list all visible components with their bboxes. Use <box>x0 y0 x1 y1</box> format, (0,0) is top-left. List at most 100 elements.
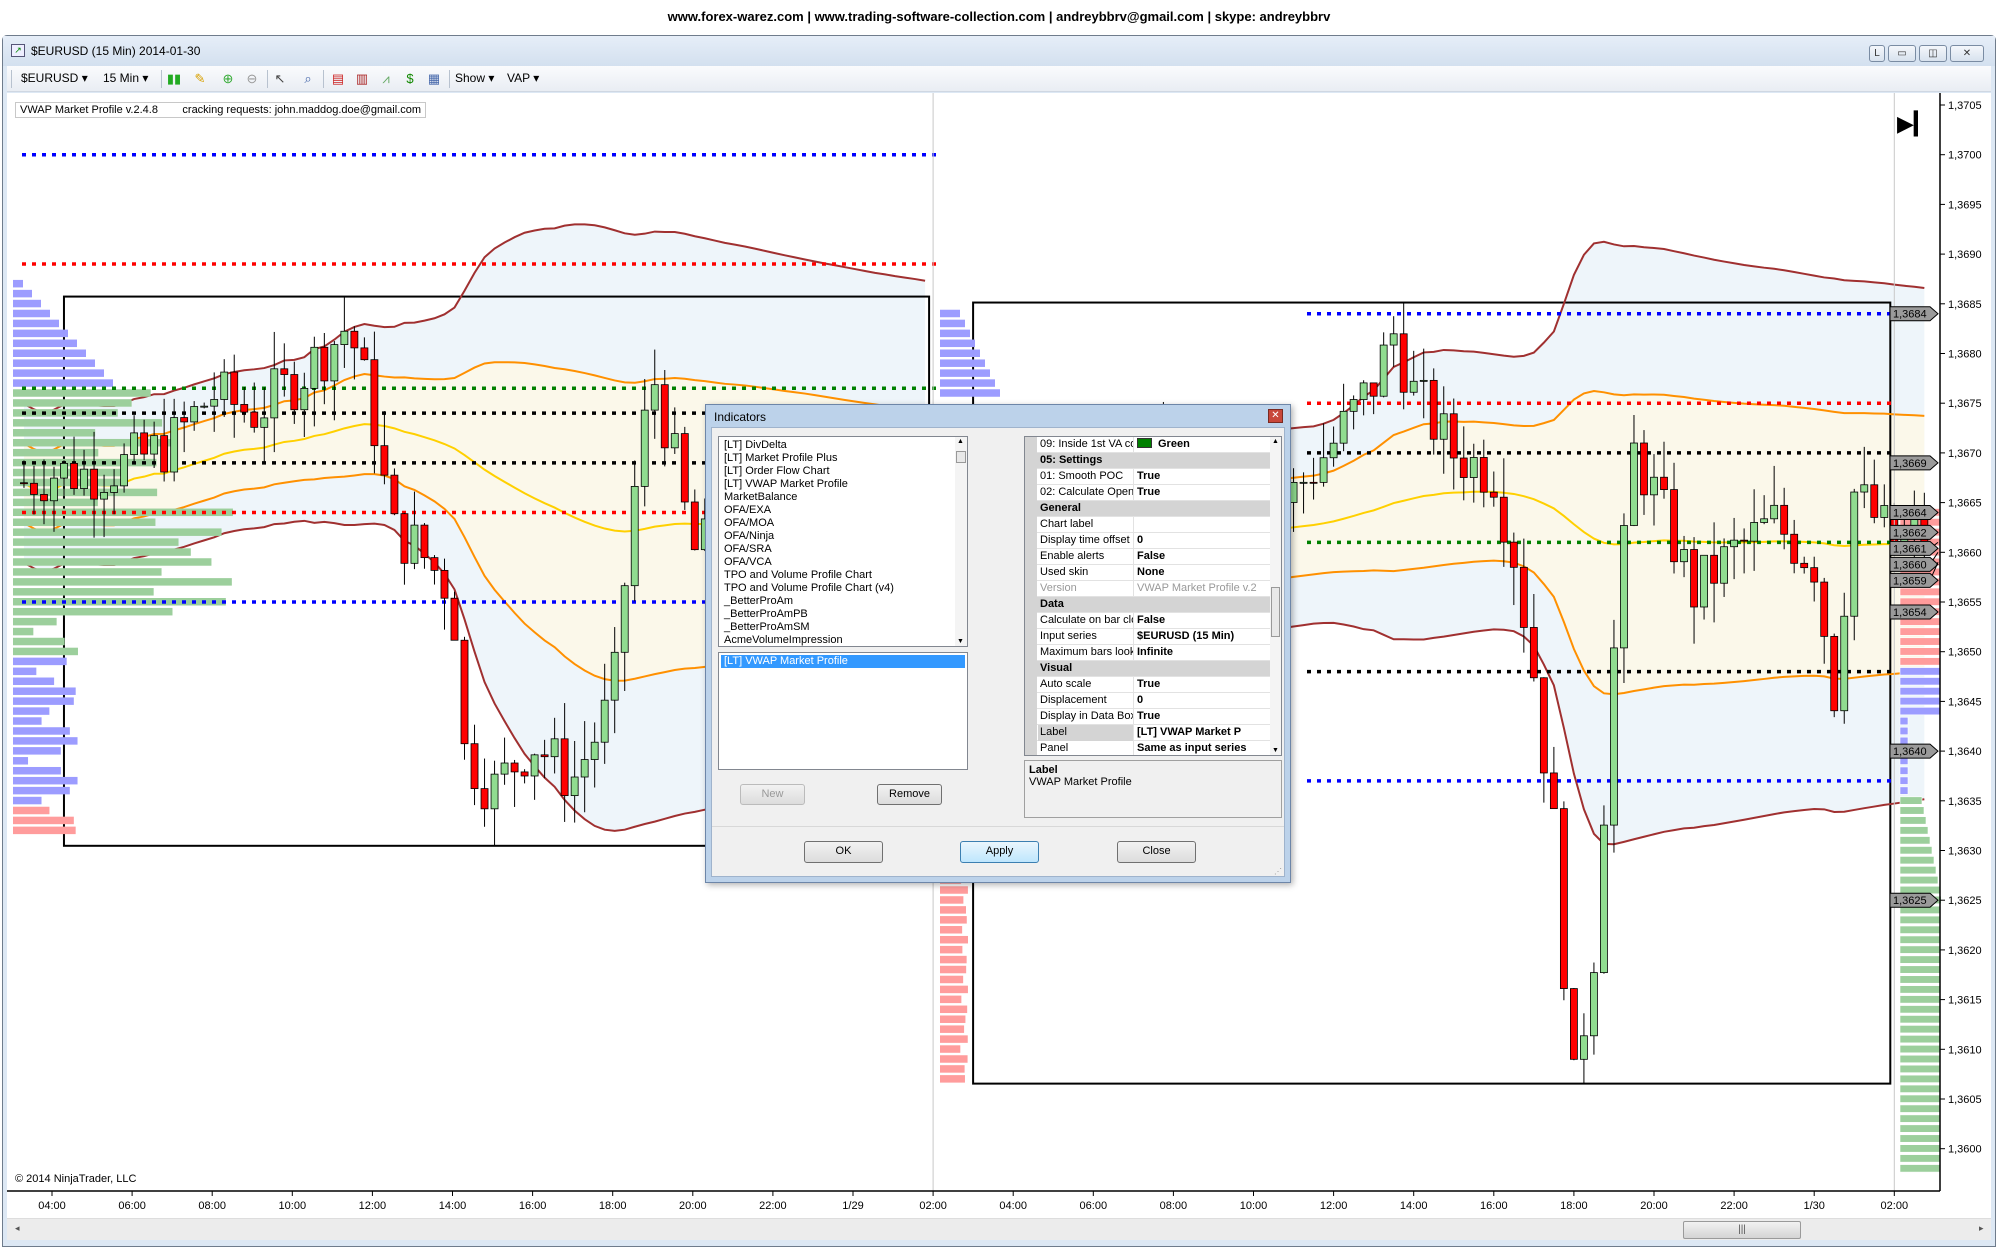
property-row[interactable]: 09: Inside 1st VA col Green <box>1025 437 1271 453</box>
indicator-list-item[interactable]: _BetterProAmSM <box>724 621 810 633</box>
property-value[interactable]: True <box>1135 485 1270 500</box>
property-value[interactable]: 0 <box>1135 533 1270 548</box>
property-row[interactable]: Maximum bars look backInfinite <box>1025 645 1271 661</box>
property-row[interactable]: Auto scale True <box>1025 677 1271 693</box>
property-value[interactable]: Green <box>1135 437 1270 452</box>
indicator-list-item[interactable]: AcmeVolumeImpression <box>724 634 843 646</box>
pencil-draw-icon[interactable]: ✎ <box>194 71 206 86</box>
property-row[interactable]: Panel Same as input series <box>1025 741 1271 755</box>
property-value[interactable]: VWAP Market Profile v.2 <box>1135 581 1270 596</box>
property-value[interactable]: False <box>1135 613 1270 628</box>
restore-button[interactable]: ◫ <box>1919 45 1947 62</box>
chart-properties-icon[interactable]: ⩘ <box>382 71 390 86</box>
magnifier-icon[interactable]: ⌕ <box>304 71 312 86</box>
property-row[interactable]: Calculate on bar closeFalse <box>1025 613 1271 629</box>
property-value[interactable]: Same as input series <box>1135 741 1270 755</box>
new-button[interactable]: New <box>740 784 805 805</box>
horizontal-scrollbar[interactable]: ◂ ||| ▸ <box>7 1218 1991 1240</box>
indicator-list-item[interactable]: TPO and Volume Profile Chart (v4) <box>724 582 894 594</box>
candle-down <box>460 639 469 745</box>
lock-button[interactable]: L <box>1869 45 1885 62</box>
indicators-icon[interactable]: ▥ <box>355 71 369 86</box>
indicator-list-item[interactable]: OFA/Ninja <box>724 530 775 542</box>
property-row[interactable]: Label [LT] VWAP Market P <box>1025 725 1271 741</box>
applied-indicators-list[interactable]: [LT] VWAP Market Profile <box>718 652 968 770</box>
list-scrollbar[interactable]: ▲ ▼ <box>955 437 967 646</box>
indicator-list-item[interactable]: [LT] Order Flow Chart <box>724 465 830 477</box>
applied-indicator-item[interactable]: [LT] VWAP Market Profile <box>721 655 965 668</box>
indicator-list-item[interactable]: [LT] VWAP Market Profile <box>724 478 848 490</box>
indicator-list-item[interactable]: OFA/SRA <box>724 543 772 555</box>
strategies-icon[interactable]: ▤ <box>331 71 345 86</box>
property-value[interactable]: True <box>1135 469 1270 484</box>
scroll-to-end-icon[interactable]: ▶▎ <box>1897 111 1931 136</box>
minimize-button[interactable]: ▭ <box>1888 45 1916 62</box>
scrollbar-thumb[interactable]: ||| <box>1683 1221 1801 1239</box>
scroll-down-icon[interactable]: ▼ <box>957 638 964 645</box>
property-value[interactable]: [LT] VWAP Market P <box>1135 725 1270 740</box>
indicator-list-item[interactable]: [LT] DivDelta <box>724 439 787 451</box>
scroll-up-icon[interactable]: ▲ <box>1272 438 1279 445</box>
indicator-list-item[interactable]: OFA/VCA <box>724 556 772 568</box>
remove-button[interactable]: Remove <box>877 784 942 805</box>
available-indicators-list[interactable]: ▲ ▼ [LT] DivDelta [LT] Market Profile Plu… <box>718 436 968 647</box>
time-tick-label: 16:00 <box>1480 1200 1508 1212</box>
indicator-list-item[interactable]: OFA/MOA <box>724 517 775 529</box>
close-button[interactable]: Close <box>1117 841 1196 863</box>
scroll-down-icon[interactable]: ▼ <box>1272 747 1279 754</box>
indicator-list-item[interactable]: [LT] Market Profile Plus <box>724 452 838 464</box>
apply-button[interactable]: Apply <box>960 841 1039 863</box>
property-grid-scrollbar[interactable]: ▲ ▼ <box>1270 437 1281 755</box>
property-value[interactable]: True <box>1135 709 1270 724</box>
close-window-button[interactable]: ✕ <box>1950 45 1984 62</box>
scroll-left-arrow-icon[interactable]: ◂ <box>15 1223 20 1233</box>
property-row[interactable]: Displacement 0 <box>1025 693 1271 709</box>
resize-grip-icon[interactable]: ⋰ <box>1274 867 1282 876</box>
data-box-icon[interactable]: ▦ <box>427 71 441 86</box>
zoom-out-icon[interactable]: ⊖ <box>246 71 258 86</box>
dialog-title: Indicators <box>714 410 767 424</box>
indicator-list-item[interactable]: MarketBalance <box>724 491 798 503</box>
vap-dropdown[interactable]: VAP ▾ <box>507 71 540 85</box>
cursor-icon[interactable]: ↖ <box>274 71 286 86</box>
property-row[interactable]: Enable alerts False <box>1025 549 1271 565</box>
indicator-list-item[interactable]: TPO and Volume Profile Chart <box>724 569 872 581</box>
property-value[interactable]: $EURUSD (15 Min) <box>1135 629 1270 644</box>
property-row[interactable]: Input series $EURUSD (15 Min) <box>1025 629 1271 645</box>
show-dropdown[interactable]: Show ▾ <box>455 71 495 85</box>
property-category[interactable]: ⊟Visual <box>1025 661 1271 677</box>
property-row[interactable]: Used skin None <box>1025 565 1271 581</box>
property-category[interactable]: ⊟General <box>1025 501 1271 517</box>
property-category[interactable]: ⊟05: Settings <box>1025 453 1271 469</box>
property-value[interactable]: False <box>1135 549 1270 564</box>
dialog-close-button[interactable]: ✕ <box>1268 409 1283 423</box>
property-row[interactable]: Display time offset 0 <box>1025 533 1271 549</box>
property-category[interactable]: ⊟Data <box>1025 597 1271 613</box>
property-value[interactable]: 0 <box>1135 693 1270 708</box>
property-scroll-thumb[interactable] <box>1271 587 1280 637</box>
indicator-list-item[interactable]: _BetterProAmPB <box>724 608 808 620</box>
property-value[interactable]: None <box>1135 565 1270 580</box>
property-value[interactable]: True <box>1135 677 1270 692</box>
list-scroll-thumb[interactable] <box>956 451 966 463</box>
property-row[interactable]: Chart label <box>1025 517 1271 533</box>
property-row[interactable]: Version VWAP Market Profile v.2 <box>1025 581 1271 597</box>
dollar-icon[interactable]: $ <box>406 71 414 86</box>
property-grid[interactable]: Panel Same as input series Label [LT] VWAP … <box>1024 436 1282 756</box>
property-row[interactable]: 02: Calculate Open F True <box>1025 485 1271 501</box>
indicator-list-item[interactable]: OFA/EXA <box>724 504 772 516</box>
property-row[interactable]: Display in Data Box True <box>1025 709 1271 725</box>
toolbar-grip[interactable] <box>11 70 12 88</box>
ok-button[interactable]: OK <box>804 841 883 863</box>
scroll-right-arrow-icon[interactable]: ▸ <box>1979 1223 1984 1233</box>
scroll-up-icon[interactable]: ▲ <box>957 438 964 445</box>
candle-up <box>260 417 269 428</box>
instrument-dropdown[interactable]: $EURUSD ▾ <box>21 71 88 85</box>
session-group <box>23 223 931 847</box>
zoom-in-icon[interactable]: ⊕ <box>222 71 234 86</box>
indicator-list-item[interactable]: _BetterProAm <box>724 595 794 607</box>
property-row[interactable]: 01: Smooth POC True <box>1025 469 1271 485</box>
interval-dropdown[interactable]: 15 Min ▾ <box>103 71 149 85</box>
property-value[interactable]: Infinite <box>1135 645 1270 660</box>
candlestick-style-icon[interactable]: ▮▮ <box>166 71 182 86</box>
